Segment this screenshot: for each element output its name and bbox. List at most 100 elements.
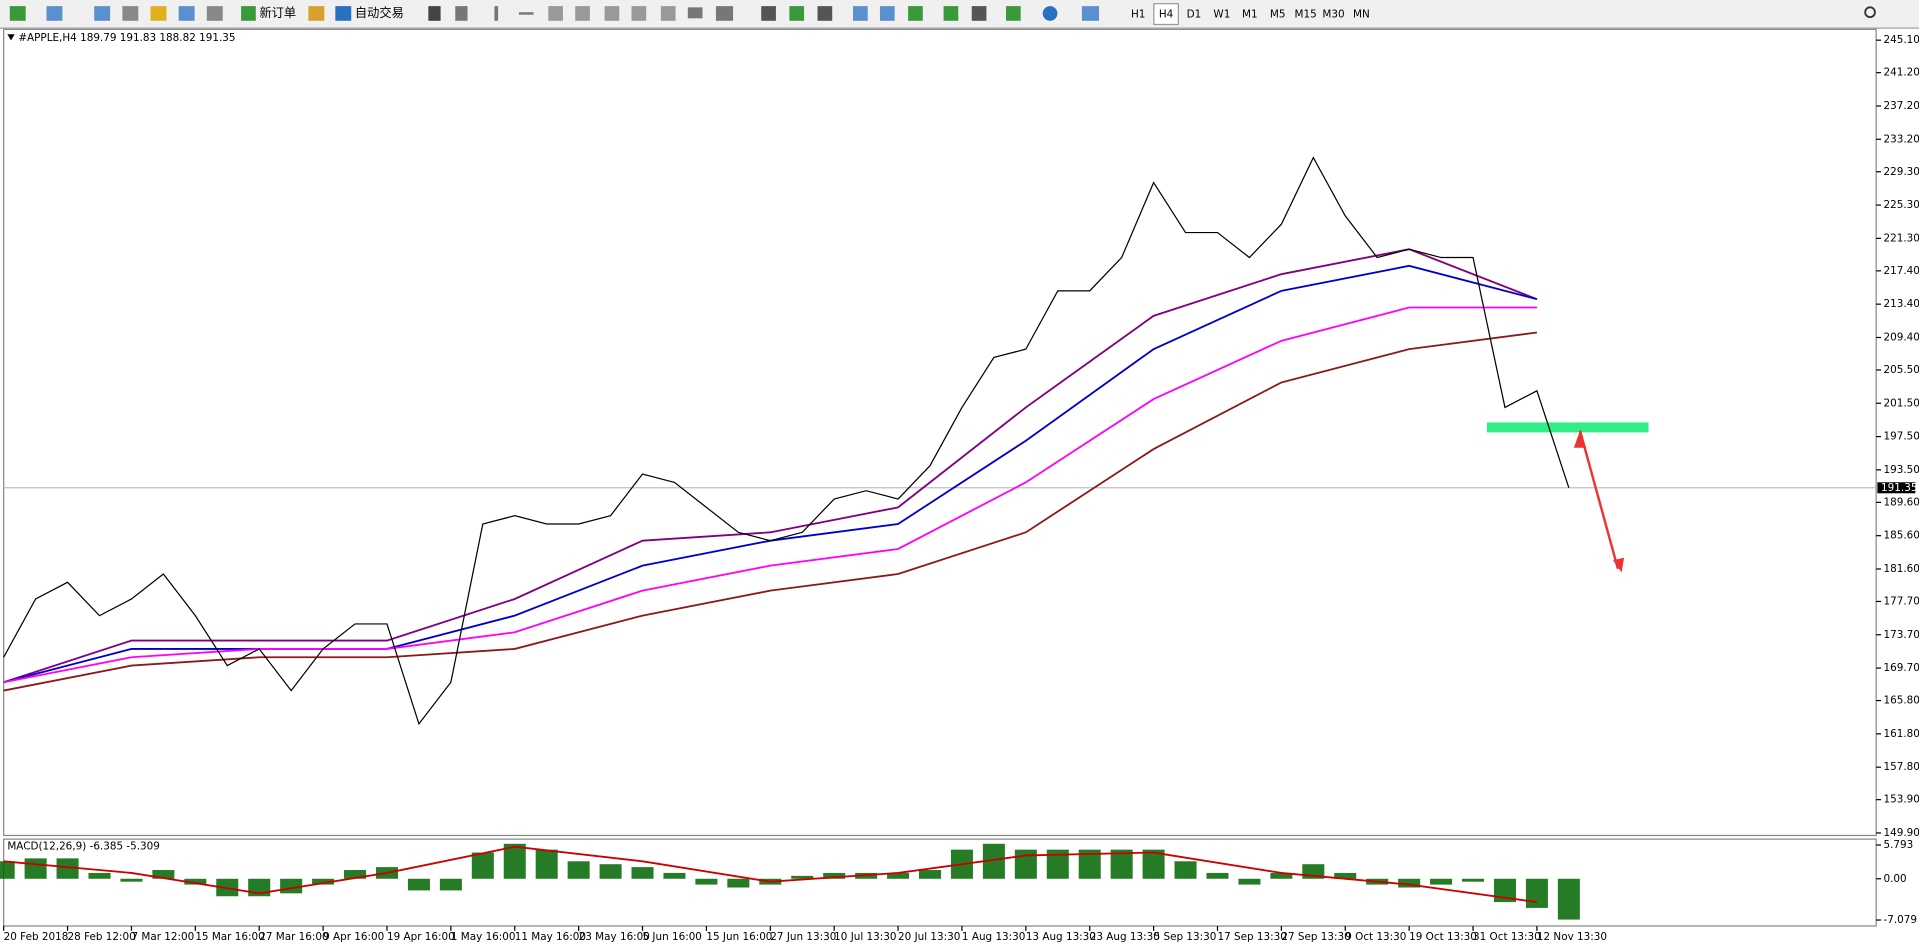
timeframe-button[interactable]: M15 xyxy=(1295,9,1317,21)
macd-bar xyxy=(184,878,207,885)
price-plot xyxy=(3,156,1877,726)
macd-bar xyxy=(823,872,846,879)
y-tick-label: 165.80 xyxy=(1884,695,1919,707)
macd-bar xyxy=(1334,872,1357,879)
y-tick-label: 185.60 xyxy=(1884,530,1919,542)
x-tick-label: 27 Sep 13:30 xyxy=(1281,931,1350,943)
timeframes: H1 H4 D1 W1 M1 M5 M15 M30 MN xyxy=(1131,3,1370,26)
chart-menu-arrow[interactable] xyxy=(7,34,15,41)
macd-bar xyxy=(503,843,526,879)
macd-bar xyxy=(695,878,718,885)
x-tick-label: 20 Feb 2018 xyxy=(4,931,69,943)
timeframe-button[interactable]: D1 xyxy=(1187,9,1202,21)
timeframe-button[interactable]: MN xyxy=(1353,9,1370,21)
y-tick-label: 225.30 xyxy=(1884,199,1919,211)
y-tick-label: 213.40 xyxy=(1884,298,1919,310)
macd-bar xyxy=(1398,878,1421,888)
macd-bar xyxy=(1557,878,1580,920)
arrow-head xyxy=(1613,557,1625,573)
moving-average xyxy=(3,248,1538,684)
macd-title: MACD(12,26,9) -6.385 -5.309 xyxy=(7,840,160,852)
y-tick-label: 237.20 xyxy=(1884,100,1919,112)
x-tick-label: 9 Apr 16:00 xyxy=(323,931,384,943)
x-tick-label: 15 Mar 16:00 xyxy=(195,931,264,943)
timeframe-button[interactable]: M1 xyxy=(1242,9,1258,21)
timeframe-button[interactable]: H4 xyxy=(1159,9,1174,21)
x-tick-label: 23 May 16:00 xyxy=(579,931,650,943)
macd-bar xyxy=(791,875,814,879)
macd-bar xyxy=(1206,872,1229,879)
x-tick-label: 27 Jun 13:30 xyxy=(770,931,836,943)
macd-bar xyxy=(727,878,750,888)
toolbar-icons xyxy=(9,6,1876,21)
moving-average xyxy=(3,331,1538,692)
y-tick-label: 241.20 xyxy=(1884,67,1919,79)
timeframe-button[interactable]: M30 xyxy=(1322,9,1344,21)
y-tick-label: 173.70 xyxy=(1884,629,1919,641)
macd-tick-label: -7.079 xyxy=(1884,914,1918,926)
macd-bar xyxy=(0,861,15,879)
macd-bar xyxy=(599,864,622,879)
x-tick-label: 5 Jun 16:00 xyxy=(643,931,702,943)
x-tick-label: 1 May 16:00 xyxy=(451,931,516,943)
macd-bar xyxy=(1270,872,1293,879)
y-tick-label: 197.50 xyxy=(1884,431,1919,443)
y-tick-label: 157.80 xyxy=(1884,761,1919,773)
macd-bar xyxy=(471,852,494,879)
macd-bar xyxy=(918,870,942,879)
timeframe-button[interactable]: W1 xyxy=(1213,9,1230,21)
support-zone xyxy=(1486,422,1649,433)
y-tick-label: 149.90 xyxy=(1884,827,1919,839)
current-price-label: 191.35 xyxy=(1881,482,1917,494)
macd-bar xyxy=(24,858,47,879)
macd-bar xyxy=(407,878,430,891)
macd-bar xyxy=(1174,861,1197,879)
x-tick-label: 12 Nov 13:30 xyxy=(1537,931,1607,943)
x-tick-label: 7 Mar 12:00 xyxy=(131,931,194,943)
x-tick-label: 13 Aug 13:30 xyxy=(1026,931,1096,943)
timeframe-button[interactable]: H1 xyxy=(1131,9,1145,21)
macd-bar xyxy=(1238,878,1261,885)
macd-bar xyxy=(631,867,654,879)
y-tick-label: 205.50 xyxy=(1884,364,1919,376)
macd-bar xyxy=(120,878,143,882)
y-tick-label: 169.70 xyxy=(1884,662,1919,674)
y-tick-label: 217.40 xyxy=(1884,265,1919,277)
y-tick-label: 221.30 xyxy=(1884,232,1919,244)
y-tick-label: 229.30 xyxy=(1884,166,1919,178)
toolbar-button-new-order[interactable]: 新订单 xyxy=(259,5,296,20)
macd-bar xyxy=(56,858,79,879)
y-tick-label: 209.40 xyxy=(1884,331,1919,343)
x-tick-label: 23 Aug 13:30 xyxy=(1090,931,1160,943)
arrow-head xyxy=(1573,430,1587,448)
x-tick-label: 20 Jul 13:30 xyxy=(898,931,960,943)
macd-bar xyxy=(1110,849,1133,879)
macd-bar xyxy=(152,870,175,879)
x-tick-label: 5 Sep 13:30 xyxy=(1154,931,1217,943)
timeframe-button[interactable]: M5 xyxy=(1270,9,1286,21)
macd-bar xyxy=(280,878,303,894)
macd-bar xyxy=(439,878,462,891)
macd-bar xyxy=(1014,849,1037,879)
y-tick-label: 189.60 xyxy=(1884,496,1919,508)
macd-bar xyxy=(1462,878,1485,882)
x-tick-label: 10 Jul 13:30 xyxy=(834,931,896,943)
macd-bar xyxy=(535,849,558,879)
current-price-box xyxy=(1877,482,1916,494)
chart-title: #APPLE,H4 189.79 191.83 188.82 191.35 xyxy=(18,32,235,44)
macd-bar xyxy=(663,872,686,879)
x-tick-label: 17 Sep 13:30 xyxy=(1217,931,1286,943)
toolbar-button-autotrade[interactable]: 自动交易 xyxy=(355,5,404,20)
y-tick-label: 177.70 xyxy=(1884,595,1919,607)
macd-bar xyxy=(312,878,335,885)
y-tick-label: 233.20 xyxy=(1884,133,1919,145)
macd-bar xyxy=(887,872,910,879)
x-tick-label: 28 Feb 12:00 xyxy=(68,931,136,943)
price-line xyxy=(3,156,1570,726)
x-tick-label: 27 Mar 16:00 xyxy=(259,931,328,943)
x-tick-label: 19 Apr 16:00 xyxy=(387,931,455,943)
macd-bar xyxy=(1078,849,1101,879)
macd-bar xyxy=(1525,878,1548,908)
macd-signal xyxy=(3,845,1538,903)
